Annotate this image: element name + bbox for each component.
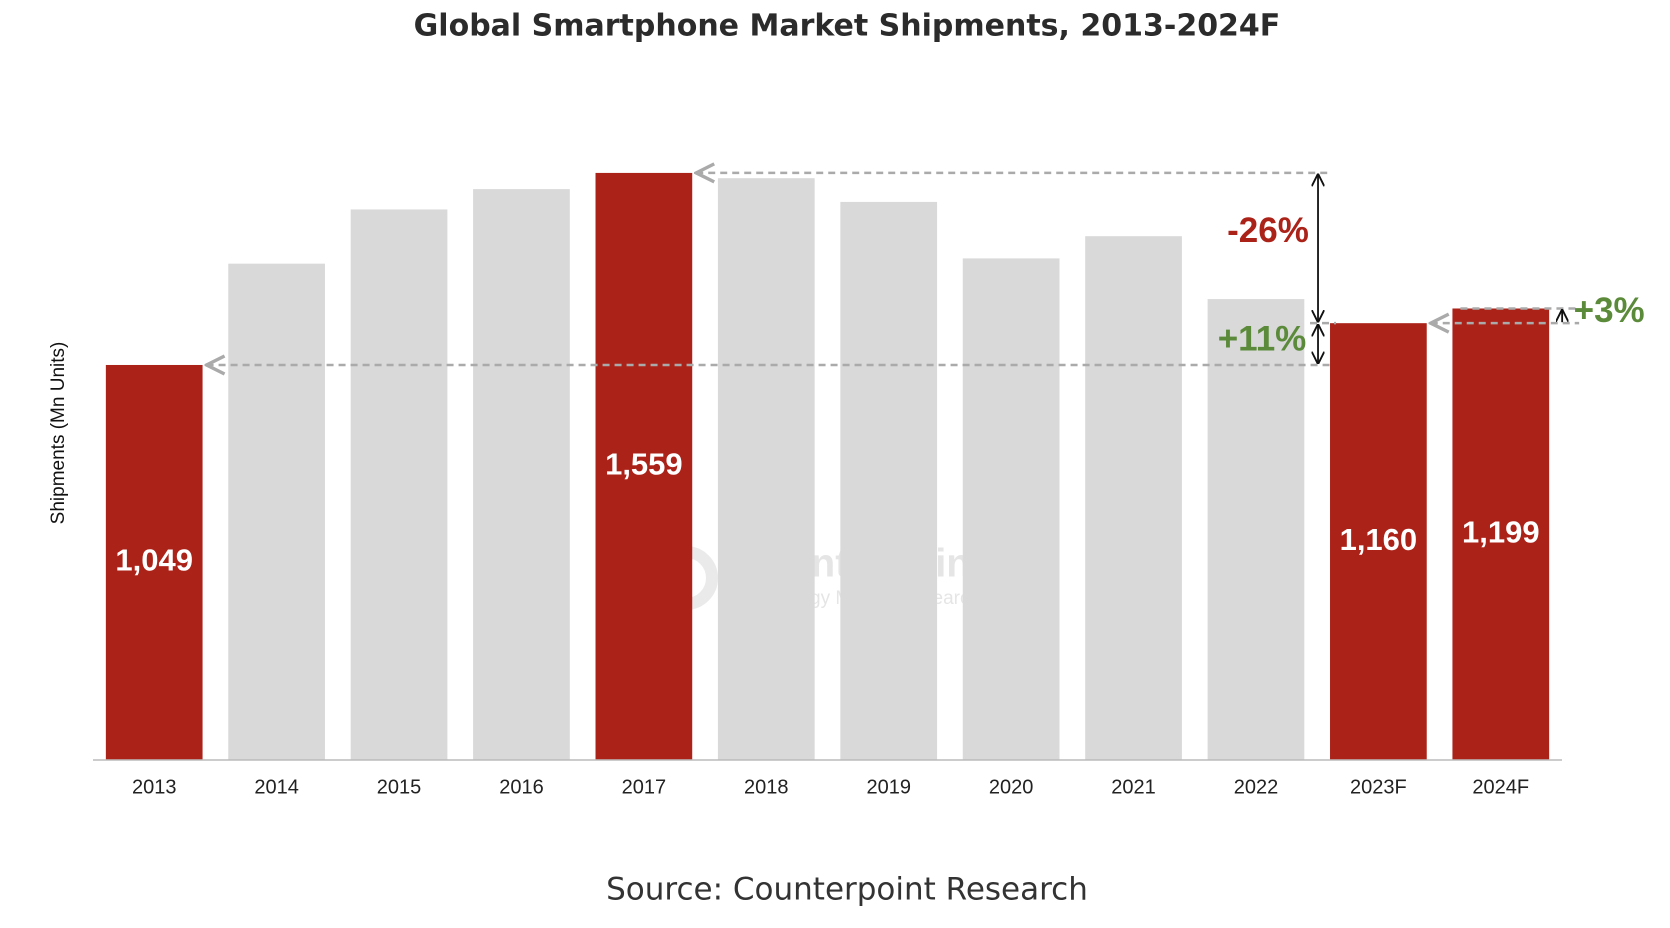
bar — [1452, 308, 1550, 760]
source: Source: Counterpoint Research — [606, 872, 1088, 908]
annotation: +11% — [1218, 319, 1307, 358]
bar — [350, 209, 448, 760]
bar — [1085, 236, 1182, 760]
bar — [595, 172, 693, 760]
bar — [717, 178, 815, 760]
chart-title: Global Smartphone Market Shipments, 2013… — [414, 9, 1281, 44]
value-label: 1,559 — [605, 447, 683, 482]
value-label: 1,049 — [115, 543, 193, 578]
x-tick-label: 2021 — [1111, 776, 1156, 798]
bar — [840, 201, 938, 760]
bar — [473, 189, 570, 760]
x-tick-label: 2014 — [254, 776, 299, 798]
bar — [105, 364, 203, 760]
x-tick-label: 2022 — [1234, 776, 1279, 798]
annotation: -26% — [1227, 211, 1309, 250]
annotation: +3% — [1574, 291, 1645, 330]
bar — [1330, 323, 1427, 760]
x-tick-label: 2016 — [499, 776, 544, 798]
x-tick-label: 2020 — [989, 776, 1034, 798]
x-tick-label: 2017 — [622, 776, 667, 798]
x-tick-label: 2024F — [1472, 776, 1529, 798]
x-tick-label: 2023F — [1350, 776, 1407, 798]
y-axis-label: Shipments (Mn Units) — [48, 342, 69, 525]
x-tick-label: 2013 — [132, 776, 177, 798]
bar — [228, 263, 325, 760]
x-tick-label: 2018 — [744, 776, 789, 798]
bar — [962, 258, 1060, 760]
value-label: 1,160 — [1340, 522, 1418, 557]
value-label: 1,199 — [1462, 514, 1540, 549]
bar — [1207, 299, 1305, 760]
x-tick-label: 2015 — [377, 776, 422, 798]
x-tick-label: 2019 — [866, 776, 911, 798]
